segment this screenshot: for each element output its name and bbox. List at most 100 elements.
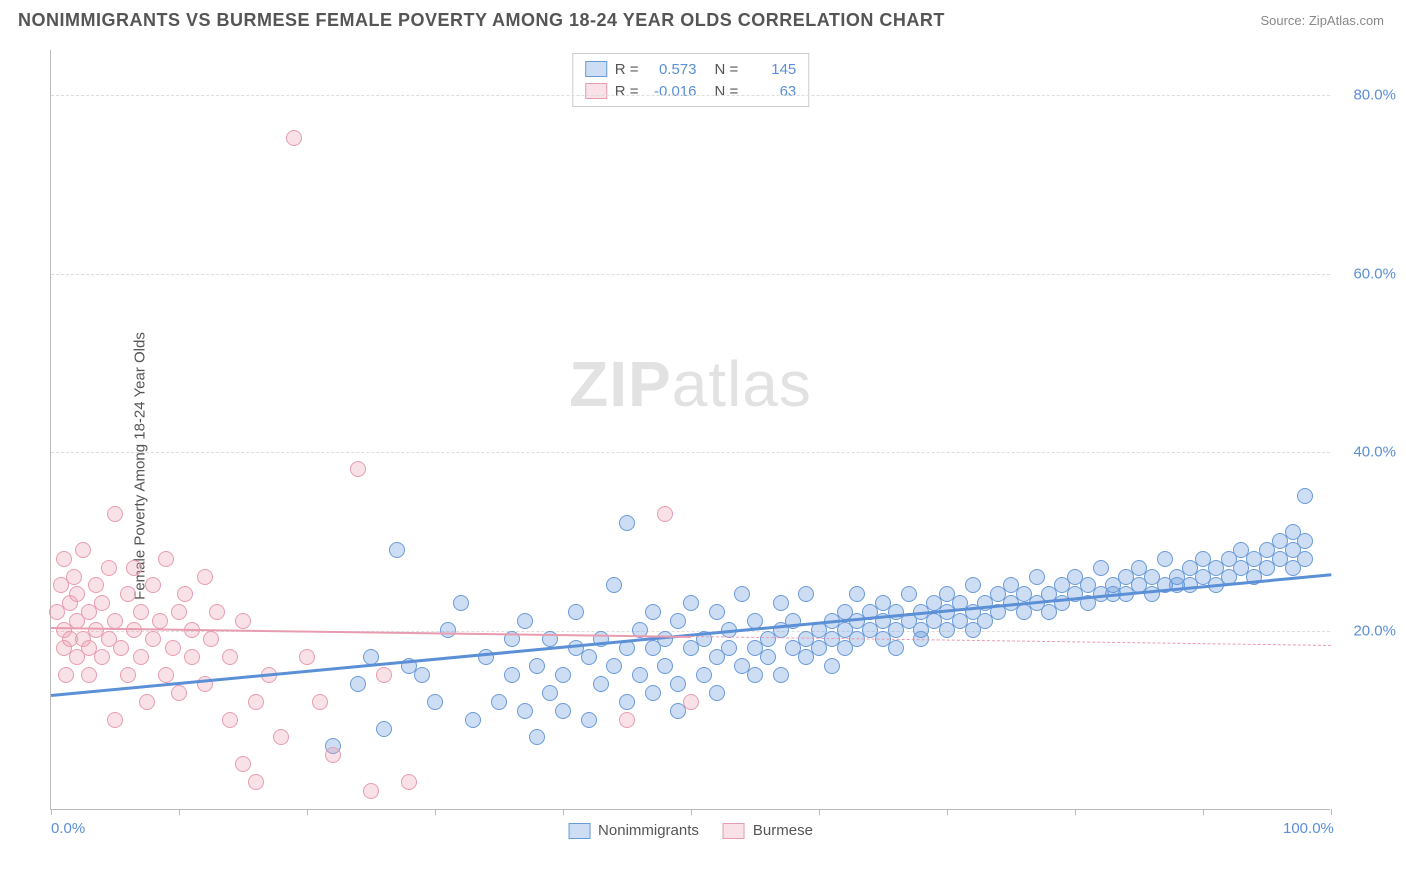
data-point	[350, 461, 366, 477]
data-point	[888, 640, 904, 656]
data-point	[120, 667, 136, 683]
data-point	[1297, 551, 1313, 567]
data-point	[1297, 533, 1313, 549]
data-point	[235, 756, 251, 772]
stats-box: R =0.573N =145R =-0.016N =63	[572, 53, 810, 107]
xtick-label: 100.0%	[1283, 820, 1334, 837]
stat-n-label: N =	[715, 83, 739, 100]
data-point	[504, 667, 520, 683]
data-point	[133, 604, 149, 620]
plot-region: ZIPatlas R =0.573N =145R =-0.016N =63 No…	[50, 50, 1330, 810]
data-point	[619, 712, 635, 728]
legend-label: Nonimmigrants	[598, 822, 699, 839]
data-point	[440, 622, 456, 638]
data-point	[312, 694, 328, 710]
xtick	[563, 809, 564, 815]
data-point	[401, 774, 417, 790]
data-point	[632, 667, 648, 683]
data-point	[645, 604, 661, 620]
data-point	[491, 694, 507, 710]
data-point	[721, 640, 737, 656]
data-point	[75, 542, 91, 558]
data-point	[273, 729, 289, 745]
xtick	[691, 809, 692, 815]
data-point	[453, 595, 469, 611]
data-point	[177, 586, 193, 602]
data-point	[363, 783, 379, 799]
data-point	[606, 577, 622, 593]
data-point	[248, 774, 264, 790]
xtick	[1075, 809, 1076, 815]
legend: Nonimmigrants Burmese	[568, 822, 813, 839]
stat-r-label: R =	[615, 61, 639, 78]
chart-title: NONIMMIGRANTS VS BURMESE FEMALE POVERTY …	[18, 10, 945, 31]
data-point	[555, 667, 571, 683]
stat-n-label: N =	[715, 61, 739, 78]
data-point	[126, 560, 142, 576]
data-point	[235, 613, 251, 629]
source-label: Source: ZipAtlas.com	[1260, 13, 1384, 28]
data-point	[197, 569, 213, 585]
data-point	[145, 577, 161, 593]
xtick	[51, 809, 52, 815]
data-point	[427, 694, 443, 710]
data-point	[325, 747, 341, 763]
data-point	[58, 667, 74, 683]
data-point	[683, 595, 699, 611]
data-point	[94, 595, 110, 611]
data-point	[158, 667, 174, 683]
data-point	[69, 586, 85, 602]
stat-r-value: 0.573	[647, 61, 697, 78]
data-point	[107, 712, 123, 728]
xtick	[1203, 809, 1204, 815]
data-point	[1093, 560, 1109, 576]
xtick	[947, 809, 948, 815]
ytick-label: 40.0%	[1338, 444, 1396, 461]
data-point	[171, 685, 187, 701]
data-point	[517, 703, 533, 719]
data-point	[376, 667, 392, 683]
data-point	[209, 604, 225, 620]
xtick	[307, 809, 308, 815]
legend-swatch	[723, 823, 745, 839]
data-point	[81, 667, 97, 683]
legend-item: Burmese	[723, 822, 813, 839]
data-point	[657, 506, 673, 522]
data-point	[849, 586, 865, 602]
data-point	[203, 631, 219, 647]
data-point	[113, 640, 129, 656]
data-point	[696, 667, 712, 683]
ytick-label: 20.0%	[1338, 623, 1396, 640]
data-point	[798, 586, 814, 602]
stat-r-value: -0.016	[647, 83, 697, 100]
data-point	[1297, 488, 1313, 504]
xtick-label: 0.0%	[51, 820, 85, 837]
data-point	[248, 694, 264, 710]
stats-row: R =-0.016N =63	[585, 80, 797, 102]
legend-swatch	[585, 61, 607, 77]
xtick	[819, 809, 820, 815]
gridline	[51, 274, 1330, 275]
data-point	[606, 658, 622, 674]
data-point	[568, 604, 584, 620]
data-point	[107, 506, 123, 522]
data-point	[760, 649, 776, 665]
stat-n-value: 145	[746, 61, 796, 78]
data-point	[376, 721, 392, 737]
data-point	[529, 729, 545, 745]
data-point	[414, 667, 430, 683]
data-point	[101, 560, 117, 576]
stats-row: R = 0.573 N = 145	[585, 58, 797, 80]
data-point	[133, 649, 149, 665]
data-point	[619, 694, 635, 710]
data-point	[581, 712, 597, 728]
chart-area: Female Poverty Among 18-24 Year Olds ZIP…	[0, 40, 1406, 892]
data-point	[645, 685, 661, 701]
data-point	[709, 604, 725, 620]
data-point	[670, 676, 686, 692]
data-point	[747, 667, 763, 683]
data-point	[1157, 551, 1173, 567]
data-point	[299, 649, 315, 665]
xtick	[435, 809, 436, 815]
data-point	[1029, 569, 1045, 585]
